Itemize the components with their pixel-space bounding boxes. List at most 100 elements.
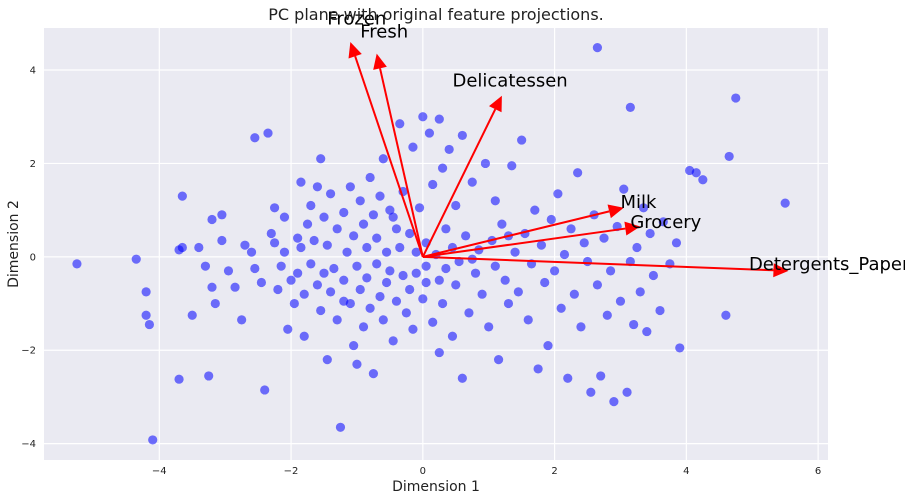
x-tick-label: 4 — [683, 466, 689, 477]
data-point — [269, 238, 280, 248]
data-point — [724, 151, 734, 162]
data-point — [339, 296, 349, 306]
data-point — [141, 287, 151, 297]
data-point — [451, 280, 461, 290]
data-point — [322, 354, 332, 365]
data-point — [546, 214, 556, 225]
arrow-head — [773, 263, 789, 278]
data-point — [437, 298, 448, 309]
data-point — [299, 331, 309, 341]
data-point — [457, 373, 467, 383]
data-point — [322, 240, 332, 250]
data-point — [319, 268, 329, 278]
data-point — [566, 224, 576, 234]
data-point — [349, 231, 359, 241]
data-point — [329, 263, 339, 274]
feature-label: Delicatessen — [452, 70, 567, 91]
y-tick-label: 2 — [30, 159, 36, 170]
data-point — [269, 203, 280, 213]
data-point — [434, 347, 444, 358]
data-point — [408, 324, 418, 334]
data-point — [464, 308, 474, 318]
data-point — [266, 228, 276, 239]
data-point — [642, 326, 652, 337]
data-point — [582, 256, 593, 267]
data-point — [283, 324, 293, 334]
data-point — [441, 263, 451, 274]
data-point — [273, 284, 283, 295]
data-point — [480, 158, 491, 169]
data-point — [250, 133, 260, 143]
data-point — [497, 219, 507, 229]
data-point — [549, 266, 560, 276]
data-point — [408, 142, 418, 152]
data-point — [349, 340, 359, 351]
data-point — [602, 310, 612, 320]
data-point — [293, 268, 303, 278]
feature-arrow — [379, 68, 424, 258]
data-point — [332, 315, 342, 325]
arrow-head — [488, 95, 502, 113]
data-point — [250, 263, 260, 274]
data-point — [638, 203, 649, 213]
data-point — [632, 242, 642, 253]
y-tick-label: −2 — [21, 346, 36, 357]
data-point — [625, 102, 635, 112]
data-point — [500, 275, 510, 285]
data-point — [596, 371, 606, 381]
data-point — [470, 268, 481, 278]
data-point — [177, 242, 187, 253]
data-point — [316, 305, 326, 316]
data-point — [586, 387, 596, 397]
data-point — [576, 322, 586, 332]
data-point — [319, 212, 329, 222]
data-point — [312, 280, 323, 290]
data-point — [378, 154, 388, 164]
feature-label: Frozen — [327, 9, 386, 30]
data-point — [533, 364, 543, 374]
data-point — [296, 177, 306, 187]
data-point — [530, 205, 540, 215]
data-point — [563, 373, 573, 383]
data-point — [447, 331, 458, 341]
data-point — [559, 249, 570, 260]
feature-arrow — [422, 227, 626, 258]
data-point — [174, 374, 184, 384]
data-point — [536, 240, 547, 250]
data-point — [355, 196, 365, 206]
data-point — [293, 233, 303, 243]
data-point — [599, 233, 609, 243]
data-point — [352, 261, 362, 271]
data-point — [569, 289, 579, 299]
arrow-head — [624, 221, 641, 236]
x-tick-label: 6 — [815, 466, 821, 477]
data-point — [441, 224, 451, 234]
data-point — [144, 319, 155, 330]
data-point — [405, 228, 415, 239]
data-point — [411, 247, 421, 257]
data-point — [398, 270, 408, 281]
chart-title: PC plane with original feature projectio… — [268, 5, 603, 24]
data-point — [230, 282, 240, 292]
data-point — [421, 277, 431, 288]
data-point — [368, 210, 379, 220]
data-point — [437, 163, 448, 173]
x-tick-label: −4 — [152, 466, 167, 477]
data-point — [339, 275, 349, 285]
data-point — [302, 219, 313, 229]
data-point — [381, 247, 392, 257]
data-point — [573, 168, 583, 178]
data-point — [345, 182, 355, 192]
data-point — [615, 296, 626, 306]
data-point — [299, 289, 309, 299]
data-point — [217, 235, 227, 246]
data-point — [675, 343, 685, 353]
data-point — [388, 336, 398, 346]
data-point — [187, 310, 197, 320]
data-point — [395, 242, 405, 253]
data-point — [579, 238, 589, 248]
feature-arrow — [421, 108, 497, 258]
data-point — [385, 205, 395, 215]
data-point — [698, 175, 708, 185]
data-point — [365, 303, 375, 313]
